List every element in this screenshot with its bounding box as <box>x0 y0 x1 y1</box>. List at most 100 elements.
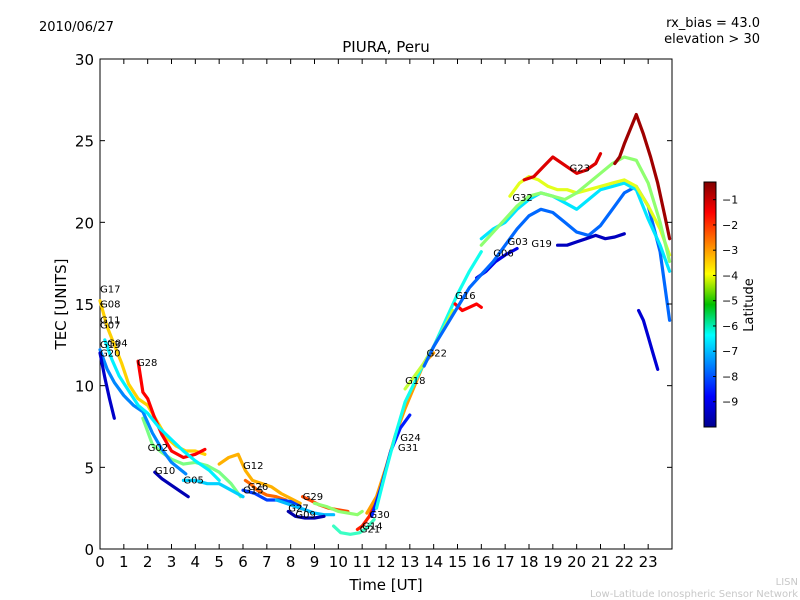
x-tick-label: 16 <box>472 553 491 571</box>
x-tick-label: 21 <box>591 553 610 571</box>
series-line <box>241 488 302 509</box>
x-tick-label: 22 <box>615 553 634 571</box>
x-tick-label: 12 <box>376 553 395 571</box>
x-axis-label: Time [UT] <box>348 576 422 594</box>
series-line <box>522 152 603 182</box>
y-axis-ticks: 0 5 10 15 20 25 30 <box>75 51 672 559</box>
x-tick-label: 11 <box>353 553 372 571</box>
satellite-label: G31 <box>398 443 418 454</box>
series-line <box>217 452 302 505</box>
satellite-label: G15 <box>243 485 263 496</box>
series-line <box>422 184 672 368</box>
series-line <box>613 112 672 241</box>
satellite-label: G18 <box>405 376 425 387</box>
satellite-label: G07 <box>100 321 120 332</box>
x-tick-label: 4 <box>191 553 201 571</box>
series-line <box>98 351 116 420</box>
x-tick-label: 8 <box>286 553 296 571</box>
series-line <box>453 302 483 313</box>
chart-title: PIURA, Peru <box>342 38 429 56</box>
x-tick-label: 7 <box>262 553 272 571</box>
satellite-label: G09 <box>295 510 315 521</box>
satellite-label: G13 <box>100 340 120 351</box>
y-tick-label: 15 <box>75 296 94 314</box>
series-line <box>136 359 207 460</box>
series-line <box>332 517 376 536</box>
y-tick-label: 30 <box>75 51 94 69</box>
x-tick-label: 20 <box>567 553 586 571</box>
date-label: 2010/06/27 <box>39 20 114 35</box>
x-tick-label: 18 <box>519 553 538 571</box>
colorbar-tick-label: −9 <box>722 396 738 409</box>
elevation-label: elevation > 30 <box>664 32 760 47</box>
rx-bias-label: rx_bias = 43.0 <box>666 16 760 31</box>
satellite-label: G12 <box>243 461 263 472</box>
satellite-label: G03 <box>508 237 528 248</box>
satellite-label: G11 <box>100 316 120 327</box>
series-line <box>479 181 672 273</box>
satellite-label: G08 <box>100 299 120 310</box>
colorbar-tick-label: −5 <box>722 295 738 308</box>
y-tick-label: 0 <box>84 541 94 559</box>
series-line <box>286 509 326 520</box>
satellite-label: G10 <box>155 466 175 477</box>
satellite-label: G04 <box>107 338 127 349</box>
colorbar-tick-label: −6 <box>722 320 738 333</box>
x-tick-label: 1 <box>119 553 129 571</box>
colorbar-tick-label: −1 <box>722 194 738 207</box>
satellite-label: G06 <box>493 249 513 260</box>
satellite-label: G14 <box>362 521 382 532</box>
x-tick-label: 10 <box>329 553 348 571</box>
series-line <box>181 478 245 499</box>
x-tick-label: 5 <box>214 553 224 571</box>
satellite-label: G27 <box>288 503 308 514</box>
series-line <box>274 498 336 517</box>
x-tick-label: 2 <box>143 553 153 571</box>
satellite-label: G30 <box>369 510 389 521</box>
x-tick-label: 15 <box>448 553 467 571</box>
satellite-label: G28 <box>137 358 157 369</box>
series-line <box>479 155 672 264</box>
series-line <box>103 338 221 482</box>
footer-lisn: LISN <box>776 577 798 588</box>
x-tick-label: 9 <box>310 553 320 571</box>
y-tick-label: 5 <box>84 459 94 477</box>
satellite-label: G16 <box>455 291 475 302</box>
satellite-label: G23 <box>570 164 590 175</box>
satellite-label: G20 <box>100 348 120 359</box>
x-tick-label: 14 <box>424 553 443 571</box>
series-line <box>636 308 660 371</box>
x-tick-label: 19 <box>543 553 562 571</box>
satellite-label: G21 <box>360 525 380 536</box>
satellite-label: G19 <box>531 239 551 250</box>
y-axis-label: TEC [UNITS] <box>52 259 70 351</box>
colorbar-tick-label: −2 <box>722 219 738 232</box>
x-tick-label: 0 <box>95 553 105 571</box>
series-layer <box>98 112 672 536</box>
colorbar-tick-label: −4 <box>722 269 738 282</box>
series-line <box>312 501 364 517</box>
x-tick-label: 3 <box>167 553 177 571</box>
y-tick-label: 25 <box>75 133 94 151</box>
x-tick-label: 17 <box>496 553 515 571</box>
colorbar-ticks: −9 −8 −7 −6 −5 −4 −3 −2 −1 <box>713 194 738 409</box>
series-line <box>555 232 626 247</box>
x-axis-ticks: 0 1 2 3 4 5 6 7 8 9 10 11 12 13 14 15 16 17 18 19 20 21 22 23 <box>95 59 658 571</box>
satellite-label: G02 <box>148 443 168 454</box>
footer-network: Low-Latitude Ionospheric Sensor Network <box>590 589 798 600</box>
colorbar-tick-label: −8 <box>722 370 738 383</box>
satellite-label: G17 <box>100 285 120 296</box>
colorbar-tick-label: −3 <box>722 244 738 257</box>
series-line <box>153 470 190 499</box>
x-tick-label: 6 <box>238 553 248 571</box>
satellite-label: G24 <box>400 433 420 444</box>
satellite-label: G05 <box>183 476 203 487</box>
satellite-label: G22 <box>427 348 447 359</box>
colorbar <box>703 181 717 428</box>
colorbar-label: Latitude <box>742 278 757 332</box>
series-line <box>243 478 288 502</box>
x-tick-label: 13 <box>400 553 419 571</box>
series-line <box>98 348 188 476</box>
satellite-labels: G17G08G11G07G04G13G20G28G02G10G05G12G26G… <box>100 164 590 536</box>
